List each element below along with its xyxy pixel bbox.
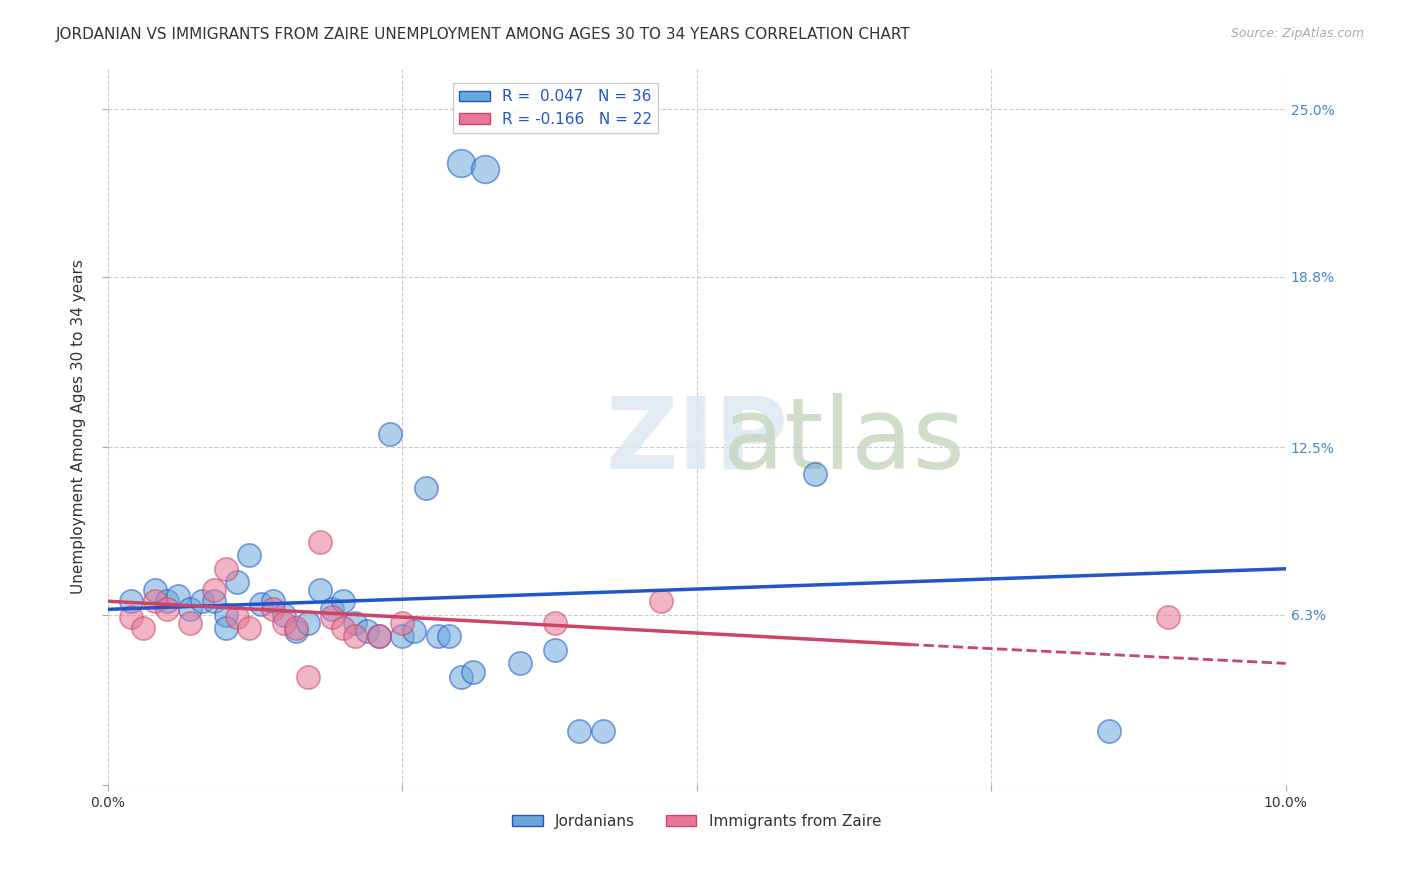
Y-axis label: Unemployment Among Ages 30 to 34 years: Unemployment Among Ages 30 to 34 years	[72, 260, 86, 594]
Point	[650, 594, 672, 608]
Point	[262, 594, 284, 608]
Point	[273, 615, 295, 630]
Point	[297, 615, 319, 630]
Point	[238, 621, 260, 635]
Point	[1098, 724, 1121, 739]
Point	[321, 610, 343, 624]
Point	[191, 594, 214, 608]
Point	[202, 583, 225, 598]
Point	[356, 624, 378, 638]
Point	[544, 615, 567, 630]
Point	[262, 602, 284, 616]
Point	[509, 657, 531, 671]
Point	[450, 156, 472, 170]
Point	[179, 602, 201, 616]
Point	[143, 583, 166, 598]
Point	[402, 624, 425, 638]
Point	[321, 602, 343, 616]
Point	[179, 615, 201, 630]
Point	[332, 621, 354, 635]
Point	[156, 594, 179, 608]
Point	[391, 629, 413, 643]
Point	[120, 610, 142, 624]
Point	[426, 629, 449, 643]
Point	[214, 621, 236, 635]
Legend: Jordanians, Immigrants from Zaire: Jordanians, Immigrants from Zaire	[506, 807, 887, 835]
Point	[132, 621, 155, 635]
Point	[238, 548, 260, 562]
Point	[1157, 610, 1180, 624]
Point	[250, 597, 273, 611]
Point	[367, 629, 389, 643]
Point	[202, 594, 225, 608]
Point	[474, 161, 496, 176]
Point	[568, 724, 591, 739]
Point	[391, 615, 413, 630]
Text: ZIP: ZIP	[606, 392, 789, 490]
Point	[592, 724, 614, 739]
Point	[439, 629, 461, 643]
Point	[450, 670, 472, 684]
Point	[143, 594, 166, 608]
Point	[344, 615, 367, 630]
Text: JORDANIAN VS IMMIGRANTS FROM ZAIRE UNEMPLOYMENT AMONG AGES 30 TO 34 YEARS CORREL: JORDANIAN VS IMMIGRANTS FROM ZAIRE UNEMP…	[56, 27, 911, 42]
Point	[167, 589, 190, 603]
Point	[120, 594, 142, 608]
Point	[156, 602, 179, 616]
Point	[273, 607, 295, 622]
Point	[380, 426, 402, 441]
Point	[803, 467, 825, 482]
Point	[285, 621, 308, 635]
Point	[214, 562, 236, 576]
Text: Source: ZipAtlas.com: Source: ZipAtlas.com	[1230, 27, 1364, 40]
Point	[461, 665, 484, 679]
Point	[308, 583, 330, 598]
Point	[226, 575, 249, 590]
Point	[285, 624, 308, 638]
Point	[332, 594, 354, 608]
Point	[544, 643, 567, 657]
Point	[226, 610, 249, 624]
Point	[308, 534, 330, 549]
Point	[214, 607, 236, 622]
Point	[344, 629, 367, 643]
Point	[367, 629, 389, 643]
Point	[297, 670, 319, 684]
Text: atlas: atlas	[723, 392, 965, 490]
Point	[415, 481, 437, 495]
